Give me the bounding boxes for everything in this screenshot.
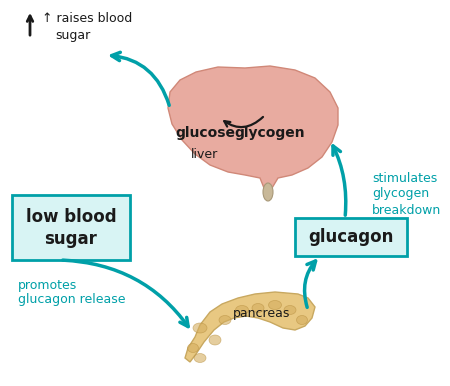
- Text: glucagon release: glucagon release: [18, 293, 126, 306]
- FancyBboxPatch shape: [295, 218, 407, 256]
- Ellipse shape: [219, 315, 231, 325]
- Polygon shape: [168, 66, 338, 195]
- Polygon shape: [185, 292, 315, 362]
- Text: glucose: glucose: [175, 126, 235, 140]
- Ellipse shape: [252, 303, 264, 313]
- Ellipse shape: [263, 183, 273, 201]
- Ellipse shape: [188, 344, 198, 352]
- FancyBboxPatch shape: [12, 195, 130, 260]
- Text: breakdown: breakdown: [372, 203, 441, 217]
- Text: promotes: promotes: [18, 279, 77, 291]
- Text: sugar: sugar: [45, 230, 98, 249]
- Text: ↑ raises blood: ↑ raises blood: [42, 12, 132, 24]
- Ellipse shape: [284, 305, 296, 315]
- Ellipse shape: [193, 323, 207, 333]
- Ellipse shape: [297, 315, 307, 325]
- Text: glucagon: glucagon: [308, 228, 394, 246]
- Text: pancreas: pancreas: [233, 308, 291, 320]
- Text: glycogen: glycogen: [372, 188, 429, 200]
- Ellipse shape: [269, 300, 282, 310]
- Text: low blood: low blood: [26, 208, 116, 227]
- Text: stimulates: stimulates: [372, 171, 437, 185]
- Text: sugar: sugar: [55, 29, 90, 42]
- Ellipse shape: [194, 354, 206, 362]
- Text: glycogen: glycogen: [235, 126, 305, 140]
- Text: liver: liver: [191, 149, 219, 161]
- Ellipse shape: [235, 305, 248, 315]
- Ellipse shape: [209, 335, 221, 345]
